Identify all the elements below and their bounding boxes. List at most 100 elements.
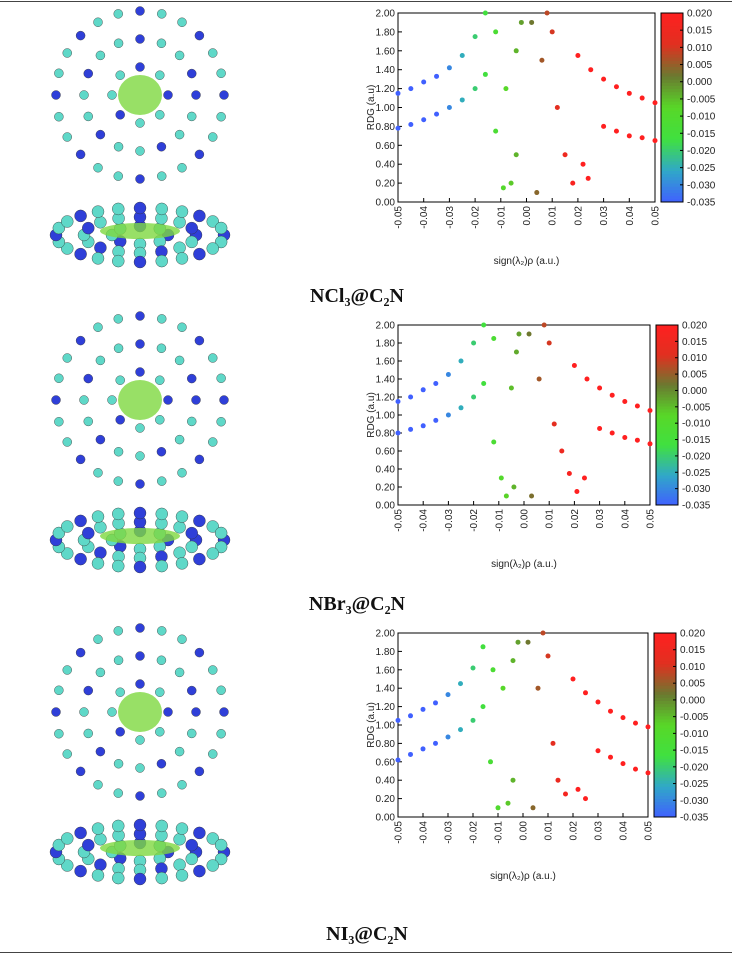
atom [82,838,95,852]
colorbar-tick-label: -0.025 [680,779,709,790]
point [470,665,476,671]
x-tick-label: 0.02 [569,821,580,841]
colorbar-swatch [661,116,683,121]
point [505,800,511,806]
colorbar-tick-label: -0.005 [680,712,709,723]
point [491,336,497,341]
colorbar-swatch [654,694,676,698]
point [458,727,463,733]
atom [155,110,165,120]
y-tick-label: 0.40 [376,160,396,171]
colorbar-swatch [654,795,676,800]
point [515,639,521,645]
y-tick-label: 1.40 [376,684,396,695]
colorbar-swatch [654,660,676,665]
colorbar-swatch [654,792,676,797]
point [613,84,619,90]
point [601,123,607,129]
atom [208,749,218,759]
colorbar-swatch [654,651,676,655]
colorbar-swatch [661,139,683,143]
atom [157,626,167,636]
colorbar-swatch [656,469,678,473]
colorbar-swatch [654,669,676,674]
atom [208,437,218,447]
x-axis-label: sign(λ₂)ρ (a.u.) [491,559,557,570]
colorbar-swatch [661,91,683,96]
x-tick-label: -0.04 [419,821,430,844]
colorbar-swatch [661,192,683,197]
colorbar-swatch [654,685,676,689]
colorbar-swatch [661,189,683,194]
colorbar-swatch [656,448,678,452]
colorbar-tick-label: -0.035 [687,198,716,209]
x-tick-label: 0.04 [620,509,631,529]
atom [214,540,228,554]
point [620,761,626,767]
colorbar-swatch [656,388,678,392]
atom [61,520,74,533]
x-tick-label: 0.02 [570,509,581,529]
colorbar-swatch [661,35,683,39]
atom [113,171,123,181]
point [508,385,514,391]
colorbar-tick-label: -0.010 [682,419,711,430]
point [408,86,414,92]
colorbar-tick-label: -0.020 [680,762,709,773]
atom [133,872,147,886]
colorbar-swatch [661,41,683,45]
atom [74,209,87,223]
atom [208,132,218,142]
x-tick-label: -0.01 [494,509,505,532]
atom [61,242,74,255]
y-tick-label: 1.60 [376,46,396,57]
colorbar-swatch [661,19,683,23]
y-tick-label: 0.00 [376,813,396,824]
point [395,125,401,131]
atom [113,38,124,48]
atom [83,728,93,739]
point [395,757,401,763]
colorbar-swatch [661,31,683,36]
colorbar-swatch [654,642,676,646]
point [481,381,487,386]
atom [177,322,187,332]
colorbar-swatch [656,394,678,398]
colorbar-swatch [656,376,678,380]
atom [135,651,145,661]
atom [95,355,106,366]
atom [206,547,219,560]
atom [177,17,187,27]
atom [52,221,66,235]
colorbar-swatch [661,47,683,52]
colorbar-swatch [661,151,683,156]
atom [91,510,105,523]
atom [113,314,123,324]
atom [135,791,145,801]
colorbar-tick-label: 0.015 [682,337,707,348]
atom [156,759,167,769]
atom [91,557,105,570]
atom [191,707,201,717]
colorbar-swatch [656,457,678,461]
plot-area [397,12,656,203]
colorbar-swatch [661,63,683,68]
point [563,791,568,797]
point [550,740,556,746]
colorbar-swatch [656,421,678,425]
atom [175,205,189,218]
y-tick-label: 0.00 [376,198,396,209]
atom [194,30,205,41]
atom [54,112,64,122]
colorbar-tick-label: 0.010 [687,43,712,54]
y-tick-label: 1.40 [376,65,396,76]
colorbar-swatch [656,379,678,383]
atom [113,142,124,152]
atom [155,871,168,885]
colorbar-tick-label: -0.030 [680,796,709,807]
colorbar-tick-label: 0.005 [680,679,705,690]
colorbar-swatch [656,496,678,500]
atom [94,833,107,846]
atom [156,343,167,353]
point [530,805,536,811]
